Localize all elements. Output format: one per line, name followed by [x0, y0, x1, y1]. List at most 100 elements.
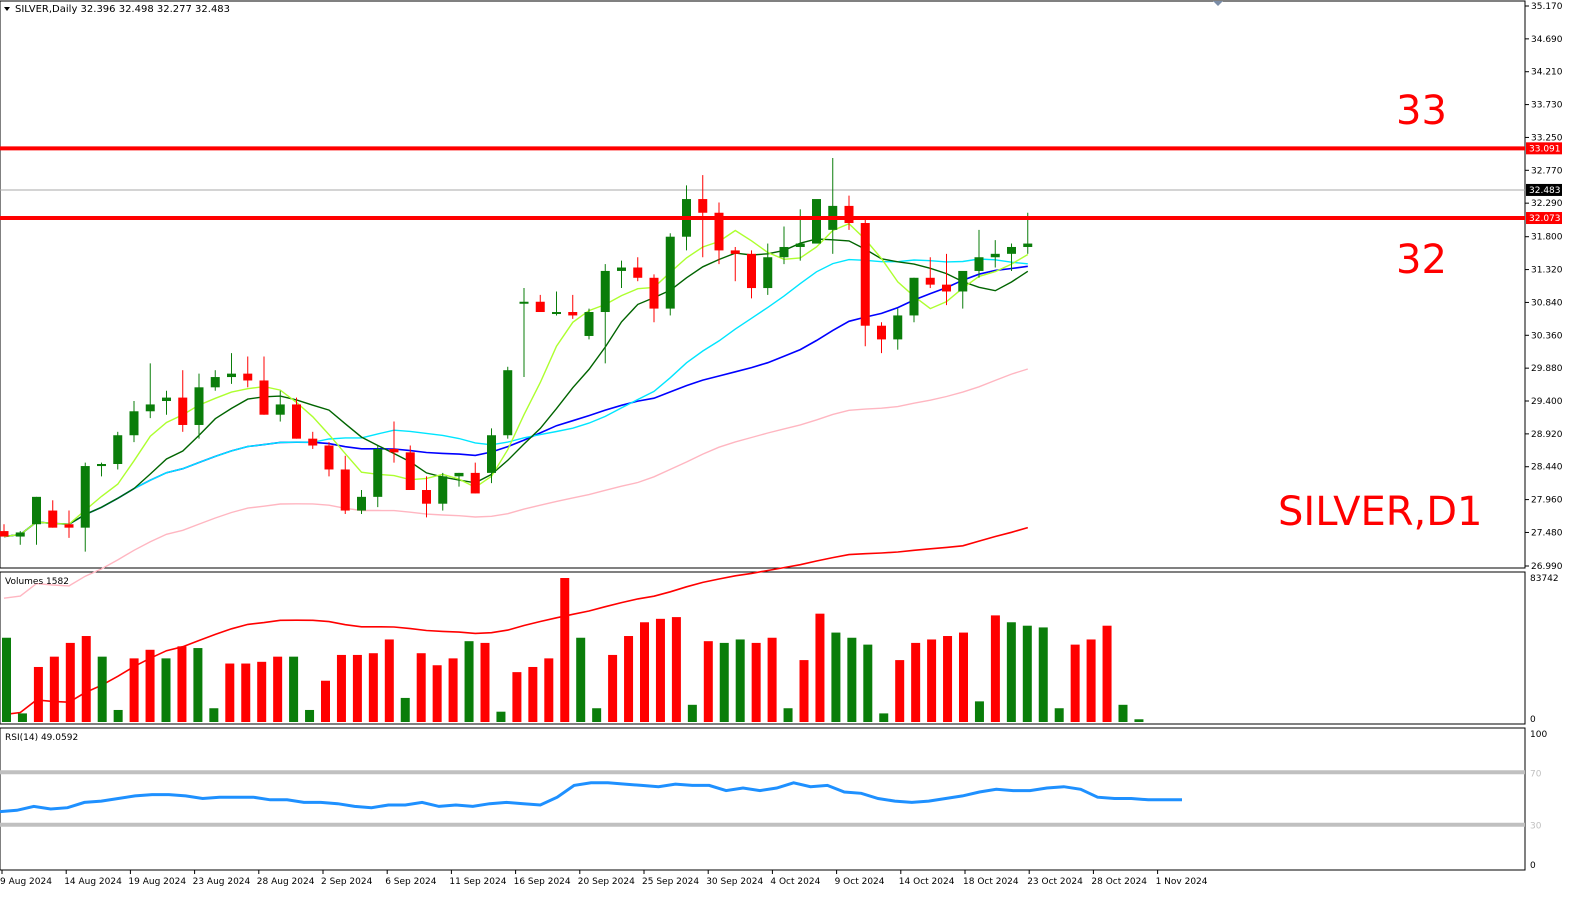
volume-bar — [193, 648, 203, 722]
candle-body — [860, 223, 870, 326]
volume-panel-frame — [0, 571, 1526, 725]
price-tick-label: 27.480 — [1531, 528, 1563, 538]
date-tick-label: 6 Sep 2024 — [385, 877, 437, 887]
volume-bar — [1038, 627, 1048, 722]
volume-min-label: 0 — [1530, 715, 1536, 725]
candle-body — [113, 435, 123, 464]
symbol-watermark: SILVER,D1 — [1278, 489, 1482, 535]
volume-bar — [799, 660, 809, 722]
candle-body — [893, 315, 903, 340]
volume-bar — [671, 617, 681, 722]
menu-triangle-icon[interactable] — [4, 7, 10, 11]
volume-bar — [273, 656, 283, 722]
volume-bar — [703, 641, 713, 722]
date-tick-label: 28 Oct 2024 — [1091, 877, 1147, 887]
candle-body — [405, 452, 415, 491]
volume-bar — [257, 661, 267, 722]
candle-body — [795, 243, 805, 247]
candle-body — [145, 404, 155, 412]
candle-body — [292, 404, 301, 439]
candle-body — [633, 267, 643, 278]
candle-body — [812, 199, 821, 244]
volume-bar — [911, 642, 921, 722]
current-price-label: 32.483 — [1529, 186, 1561, 196]
volume-bar — [544, 658, 554, 722]
volume-bar — [384, 639, 394, 722]
candle-body — [649, 277, 659, 309]
candle-body — [958, 270, 968, 292]
date-tick-label: 18 Oct 2024 — [963, 877, 1019, 887]
candle-body — [48, 510, 58, 528]
volume-bar — [33, 666, 43, 722]
candle-body — [15, 532, 25, 537]
volume-bar — [416, 653, 426, 722]
level-low-price-label-box — [1526, 212, 1562, 225]
candle-body — [194, 387, 204, 425]
volume-bar — [113, 709, 123, 722]
volume-bar — [1054, 708, 1064, 722]
level-low-annotation: 32 — [1396, 237, 1447, 283]
volume-bar — [895, 660, 905, 722]
candle-body — [243, 373, 253, 381]
candle-body — [730, 250, 740, 254]
volume-bar — [209, 708, 219, 722]
candle-body — [129, 411, 139, 436]
volume-bar — [480, 642, 490, 722]
candle-body — [698, 199, 708, 213]
volume-bar — [129, 658, 139, 722]
date-tick-label: 30 Sep 2024 — [706, 877, 763, 887]
candle-body — [974, 257, 984, 271]
candle-body — [0, 531, 9, 537]
volume-bar — [592, 708, 602, 722]
volume-bar — [1118, 704, 1128, 722]
current-price-label-box — [1526, 183, 1562, 196]
candle-body — [763, 257, 773, 289]
price-tick-label: 32.290 — [1531, 199, 1563, 209]
volume-bar — [624, 636, 634, 722]
volume-bar — [177, 646, 187, 722]
candle-body — [747, 253, 756, 289]
price-tick-label: 29.400 — [1531, 397, 1563, 407]
candle-body — [1023, 243, 1033, 247]
candle-body — [714, 212, 724, 251]
candle-body — [665, 236, 675, 309]
ma-20-line — [3, 258, 1028, 538]
candle-body — [519, 301, 529, 304]
candle-body — [422, 490, 431, 504]
rsi-tick-label: 0 — [1530, 861, 1536, 871]
candle-body — [259, 380, 269, 415]
date-tick-label: 11 Sep 2024 — [449, 877, 506, 887]
candle-body — [64, 524, 74, 528]
volume-bar — [974, 701, 984, 722]
volume-bar — [815, 613, 825, 722]
date-tick-label: 20 Sep 2024 — [578, 877, 635, 887]
shift-marker-icon[interactable] — [1213, 1, 1223, 6]
volume-bar — [608, 654, 618, 722]
date-tick-label: 14 Oct 2024 — [899, 877, 955, 887]
volume-bar — [927, 639, 937, 722]
volume-bar — [368, 653, 378, 722]
volume-bar — [560, 578, 570, 722]
price-tick-label: 29.880 — [1531, 364, 1563, 374]
volume-bar — [305, 709, 315, 722]
date-tick-label: 4 Oct 2024 — [770, 877, 820, 887]
candle-body — [340, 469, 350, 511]
volume-bar — [97, 656, 107, 722]
chart-header: SILVER,Daily 32.396 32.498 32.277 32.483 — [15, 4, 230, 15]
price-tick-label: 31.800 — [1531, 233, 1563, 243]
candle-body — [162, 397, 171, 402]
ma-100-line — [3, 368, 1029, 599]
date-tick-label: 23 Aug 2024 — [193, 877, 251, 887]
volume-bar — [1006, 622, 1016, 722]
candle-body — [568, 312, 578, 316]
volume-bar — [1134, 719, 1144, 722]
candle-body — [373, 448, 383, 497]
price-tick-label: 26.990 — [1531, 562, 1563, 572]
volume-bar — [81, 636, 91, 722]
candle-body — [487, 435, 496, 473]
volume-bar — [783, 708, 793, 722]
candle-body — [844, 205, 854, 224]
level-high-price-label: 33.091 — [1529, 144, 1561, 154]
price-tick-label: 35.170 — [1531, 2, 1563, 12]
